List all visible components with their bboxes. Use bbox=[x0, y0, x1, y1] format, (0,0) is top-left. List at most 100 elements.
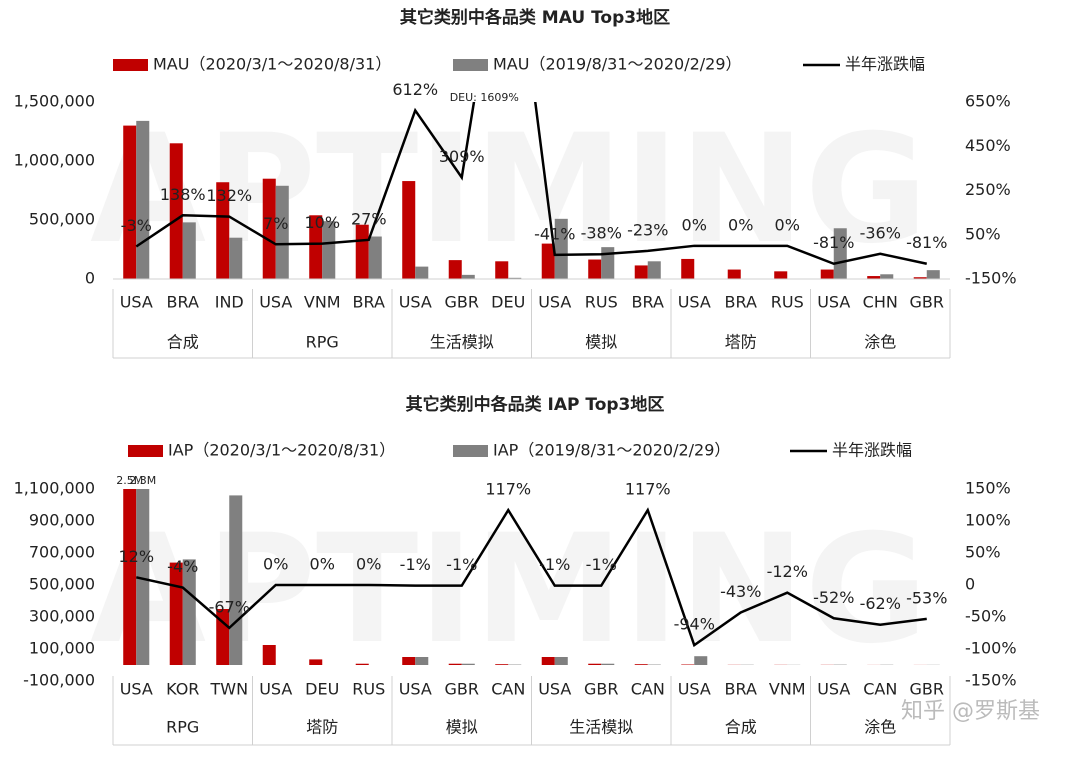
x-tick-label: USA bbox=[817, 680, 850, 699]
line-label: 612% bbox=[392, 80, 438, 99]
bar bbox=[123, 125, 137, 279]
legend-label: 半年涨跌幅 bbox=[832, 441, 912, 460]
line-label: -52% bbox=[813, 588, 854, 607]
bar bbox=[634, 265, 648, 279]
line-label: -81% bbox=[813, 233, 854, 252]
x-tick-label: GBR bbox=[445, 293, 480, 312]
y-tick-label: 0 bbox=[85, 269, 95, 288]
bar bbox=[169, 143, 183, 279]
line-label: 7% bbox=[263, 214, 288, 233]
line-label: 117% bbox=[625, 480, 671, 499]
line-label: 0% bbox=[728, 215, 753, 234]
y2-tick-label: -100% bbox=[965, 639, 1017, 658]
y-tick-label: 700,000 bbox=[29, 543, 95, 562]
y-tick-label: 900,000 bbox=[29, 511, 95, 530]
y-tick-label: 500,000 bbox=[29, 210, 95, 229]
bar bbox=[415, 266, 429, 279]
x-tick-label: USA bbox=[678, 293, 711, 312]
line-label: -4% bbox=[167, 557, 198, 576]
bar bbox=[275, 185, 289, 279]
group-label: 合成 bbox=[725, 718, 757, 737]
y2-tick-label: 150% bbox=[965, 479, 1011, 498]
group-label: 涂色 bbox=[864, 718, 896, 737]
group-label: 生活模拟 bbox=[430, 333, 494, 352]
bar bbox=[913, 277, 927, 279]
bar bbox=[262, 645, 276, 665]
y2-tick-label: 650% bbox=[965, 92, 1011, 111]
x-tick-label: USA bbox=[538, 680, 571, 699]
line-label: -81% bbox=[906, 233, 947, 252]
bar bbox=[402, 657, 416, 665]
x-tick-label: BRA bbox=[632, 293, 664, 312]
x-tick-label: USA bbox=[538, 293, 571, 312]
x-tick-label: DEU bbox=[305, 680, 339, 699]
line-label: 138% bbox=[160, 185, 206, 204]
x-tick-label: USA bbox=[399, 680, 432, 699]
legend-swatch bbox=[453, 445, 488, 457]
bar bbox=[588, 663, 602, 665]
group-label: 塔防 bbox=[725, 333, 757, 352]
x-tick-label: USA bbox=[399, 293, 432, 312]
bar bbox=[867, 276, 881, 279]
bar bbox=[448, 260, 462, 279]
bar bbox=[601, 663, 615, 665]
group-label: RPG bbox=[166, 718, 199, 737]
bar bbox=[136, 489, 150, 665]
x-tick-label: USA bbox=[120, 680, 153, 699]
y-tick-label: 100,000 bbox=[29, 639, 95, 658]
legend-label: MAU（2020/3/1～2020/8/31） bbox=[153, 55, 391, 74]
bar bbox=[681, 258, 695, 279]
x-tick-label: VNM bbox=[769, 680, 806, 699]
bar bbox=[495, 664, 509, 665]
bar-label: 2.3M bbox=[129, 474, 156, 487]
line-label: -41% bbox=[534, 224, 575, 243]
group-label: 涂色 bbox=[864, 333, 896, 352]
bar bbox=[774, 271, 788, 279]
bar bbox=[229, 237, 243, 279]
legend-swatch bbox=[128, 445, 163, 457]
bar bbox=[601, 247, 615, 279]
line-label: -62% bbox=[860, 594, 901, 613]
plot bbox=[123, 102, 940, 279]
bar bbox=[216, 182, 230, 279]
bar bbox=[169, 562, 183, 665]
x-tick-label: USA bbox=[817, 293, 850, 312]
y-tick-label: 1,100,000 bbox=[14, 479, 95, 498]
legend-label: IAP（2020/3/1～2020/8/31） bbox=[168, 441, 395, 460]
line-label: -94% bbox=[674, 615, 715, 634]
bar bbox=[355, 663, 369, 665]
y2-tick-label: -150% bbox=[965, 269, 1017, 288]
line-label: -38% bbox=[581, 224, 622, 243]
line-label: -67% bbox=[209, 597, 250, 616]
y2-tick-label: 50% bbox=[965, 224, 1001, 243]
legend-swatch bbox=[113, 59, 148, 71]
x-tick-label: GBR bbox=[910, 293, 945, 312]
line-label: 0% bbox=[263, 555, 288, 574]
x-tick-label: BRA bbox=[167, 293, 199, 312]
group-label: 塔防 bbox=[306, 718, 338, 737]
line-label: -36% bbox=[860, 223, 901, 242]
x-tick-label: IND bbox=[215, 293, 244, 312]
legend-swatch bbox=[453, 59, 488, 71]
x-tick-label: CHN bbox=[863, 293, 898, 312]
bar bbox=[461, 274, 475, 279]
bar bbox=[694, 656, 708, 665]
line-label: -1% bbox=[586, 555, 617, 574]
bar bbox=[229, 495, 243, 665]
bar bbox=[495, 261, 509, 279]
y-tick-label: 1,500,000 bbox=[14, 92, 95, 111]
y2-tick-label: -50% bbox=[965, 607, 1006, 626]
bar bbox=[541, 657, 555, 665]
bar bbox=[727, 269, 741, 279]
legend-label: 半年涨跌幅 bbox=[845, 55, 925, 74]
x-tick-label: CAN bbox=[863, 680, 897, 699]
bar bbox=[554, 657, 568, 665]
background-watermark: APTIMING bbox=[90, 503, 928, 677]
x-tick-label: BRA bbox=[725, 293, 757, 312]
line-label: -12% bbox=[767, 562, 808, 581]
legend-label: IAP（2019/8/31～2020/2/29） bbox=[493, 441, 730, 460]
bar bbox=[136, 120, 150, 279]
line-label: 12% bbox=[118, 547, 154, 566]
x-tick-label: TWN bbox=[209, 680, 248, 699]
line-label: -43% bbox=[720, 582, 761, 601]
